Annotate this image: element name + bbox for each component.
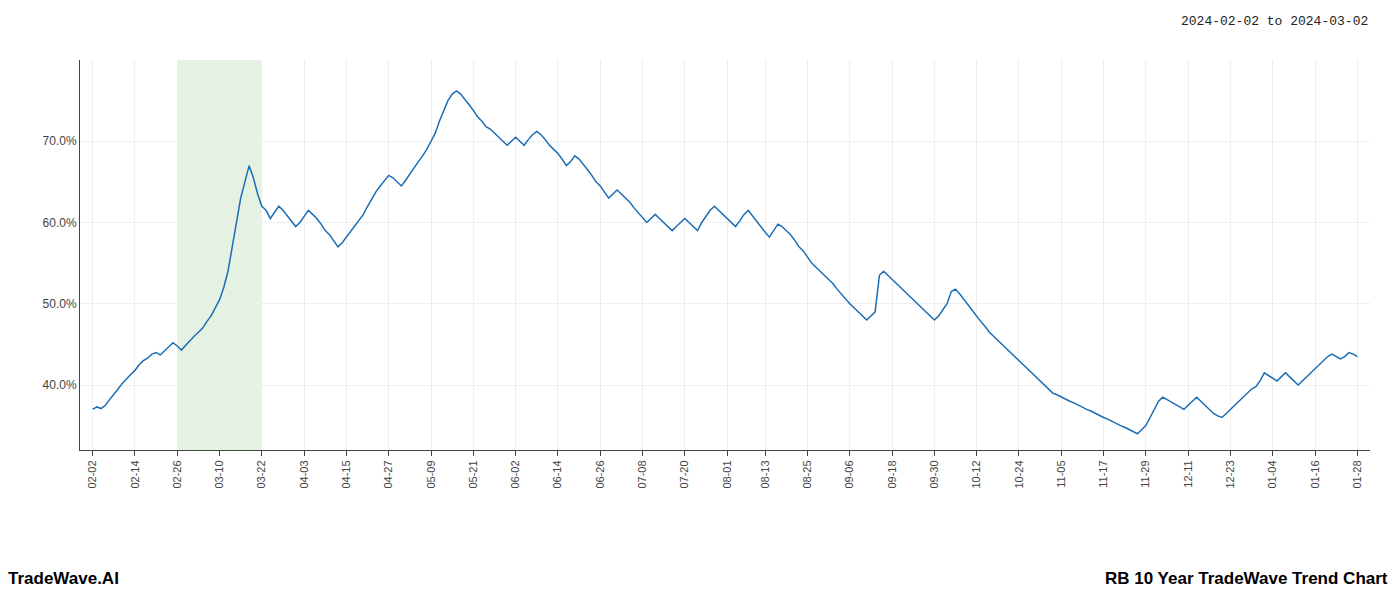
svg-text:70.0%: 70.0% [43, 134, 77, 148]
svg-text:02-14: 02-14 [129, 460, 141, 488]
svg-text:01-16: 01-16 [1309, 460, 1321, 488]
svg-text:01-04: 01-04 [1266, 460, 1278, 488]
svg-text:07-08: 07-08 [636, 460, 648, 488]
svg-text:50.0%: 50.0% [43, 297, 77, 311]
svg-text:09-30: 09-30 [928, 460, 940, 488]
svg-text:09-18: 09-18 [886, 460, 898, 488]
svg-text:07-20: 07-20 [678, 460, 690, 488]
svg-text:06-14: 06-14 [551, 460, 563, 488]
svg-text:12-11: 12-11 [1182, 460, 1194, 487]
svg-text:06-26: 06-26 [594, 460, 606, 488]
svg-text:11-17: 11-17 [1097, 460, 1109, 487]
svg-text:11-29: 11-29 [1139, 460, 1151, 487]
svg-text:60.0%: 60.0% [43, 216, 77, 230]
svg-text:2024-02-02 to 2024-03-02: 2024-02-02 to 2024-03-02 [1181, 14, 1368, 29]
svg-text:09-06: 09-06 [843, 460, 855, 488]
svg-text:04-27: 04-27 [382, 460, 394, 488]
svg-text:02-02: 02-02 [86, 460, 98, 488]
svg-text:08-01: 08-01 [721, 460, 733, 488]
svg-text:02-26: 02-26 [171, 460, 183, 488]
svg-text:06-02: 06-02 [509, 460, 521, 488]
svg-text:TradeWave.AI: TradeWave.AI [8, 569, 119, 588]
svg-text:05-21: 05-21 [467, 460, 479, 488]
svg-text:04-03: 04-03 [298, 460, 310, 488]
svg-text:08-13: 08-13 [759, 460, 771, 488]
svg-text:RB 10 Year TradeWave Trend Cha: RB 10 Year TradeWave Trend Chart [1105, 569, 1388, 588]
svg-text:04-15: 04-15 [340, 460, 352, 488]
svg-text:10-24: 10-24 [1013, 460, 1025, 488]
svg-text:40.0%: 40.0% [43, 378, 77, 392]
svg-text:03-10: 03-10 [213, 460, 225, 488]
svg-text:08-25: 08-25 [801, 460, 813, 488]
svg-text:05-09: 05-09 [425, 460, 437, 488]
svg-text:11-05: 11-05 [1055, 460, 1067, 487]
svg-text:01-28: 01-28 [1351, 460, 1363, 488]
svg-text:03-22: 03-22 [255, 460, 267, 488]
svg-text:10-12: 10-12 [970, 460, 982, 488]
svg-text:12-23: 12-23 [1224, 460, 1236, 488]
